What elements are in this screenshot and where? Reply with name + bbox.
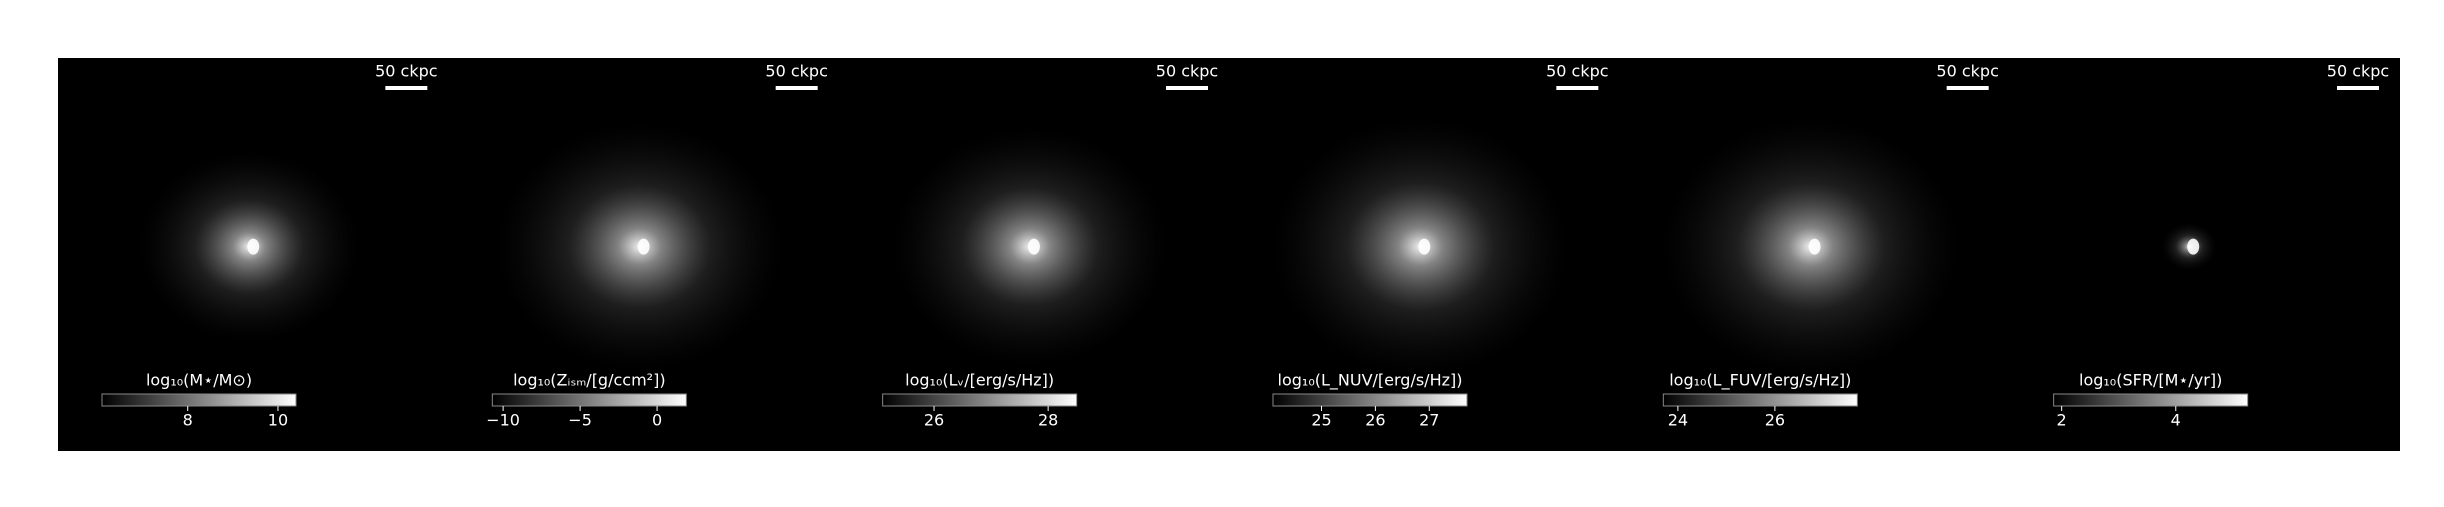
scale-label: 50 ckpc	[1156, 62, 1218, 81]
colorbar	[491, 393, 687, 407]
colorbar-tick-label: 26	[1365, 411, 1385, 430]
galaxy-core	[2187, 238, 2200, 255]
colorbar-label: log₁₀(L_FUV/[erg/s/Hz])	[1669, 371, 1851, 391]
colorbar-tick-label: 27	[1419, 411, 1439, 430]
colorbar-tick-label: −5	[568, 411, 592, 430]
colorbar	[2053, 393, 2249, 407]
colorbar	[101, 393, 297, 407]
colorbar-tick-label: 26	[1765, 411, 1785, 430]
colorbar	[882, 393, 1078, 407]
scale-label: 50 ckpc	[2327, 62, 2389, 81]
colorbar-tick-label: 26	[924, 411, 944, 430]
colorbar-tick-label: 8	[183, 411, 193, 430]
scale-label: 50 ckpc	[375, 62, 437, 81]
colorbar	[1272, 393, 1468, 407]
colorbar-label: log₁₀(SFR/[M⋆/yr])	[2079, 371, 2222, 390]
colorbar-label: log₁₀(Lᵥ/[erg/s/Hz])	[905, 371, 1054, 390]
colorbar-tick-label: 24	[1668, 411, 1688, 430]
galaxy-core	[247, 238, 260, 255]
colorbar-tick-label: 0	[652, 411, 662, 430]
colorbar-tick-label: 10	[268, 411, 288, 430]
scale-label: 50 ckpc	[1546, 62, 1608, 81]
colorbar	[1662, 393, 1858, 407]
galaxy-core	[1808, 238, 1821, 255]
colorbar-tick-label: 4	[2171, 411, 2181, 430]
colorbar-tick-label: 25	[1311, 411, 1331, 430]
galaxy-core	[1418, 238, 1431, 255]
colorbar-tick-label: 28	[1038, 411, 1058, 430]
colorbar-label: log₁₀(M⋆/M⊙)	[146, 371, 252, 390]
scale-label: 50 ckpc	[765, 62, 827, 81]
colorbar-tick-label: −10	[486, 411, 520, 430]
scale-label: 50 ckpc	[1936, 62, 1998, 81]
colorbar-tick-label: 2	[2057, 411, 2067, 430]
figure-background	[58, 58, 2400, 451]
galaxy-core	[1027, 238, 1040, 255]
colorbar-label: log₁₀(L_NUV/[erg/s/Hz])	[1278, 371, 1463, 391]
colorbar-label: log₁₀(Zᵢₛₘ/[g/ccm²])	[513, 371, 665, 390]
galaxy-core	[637, 238, 650, 255]
